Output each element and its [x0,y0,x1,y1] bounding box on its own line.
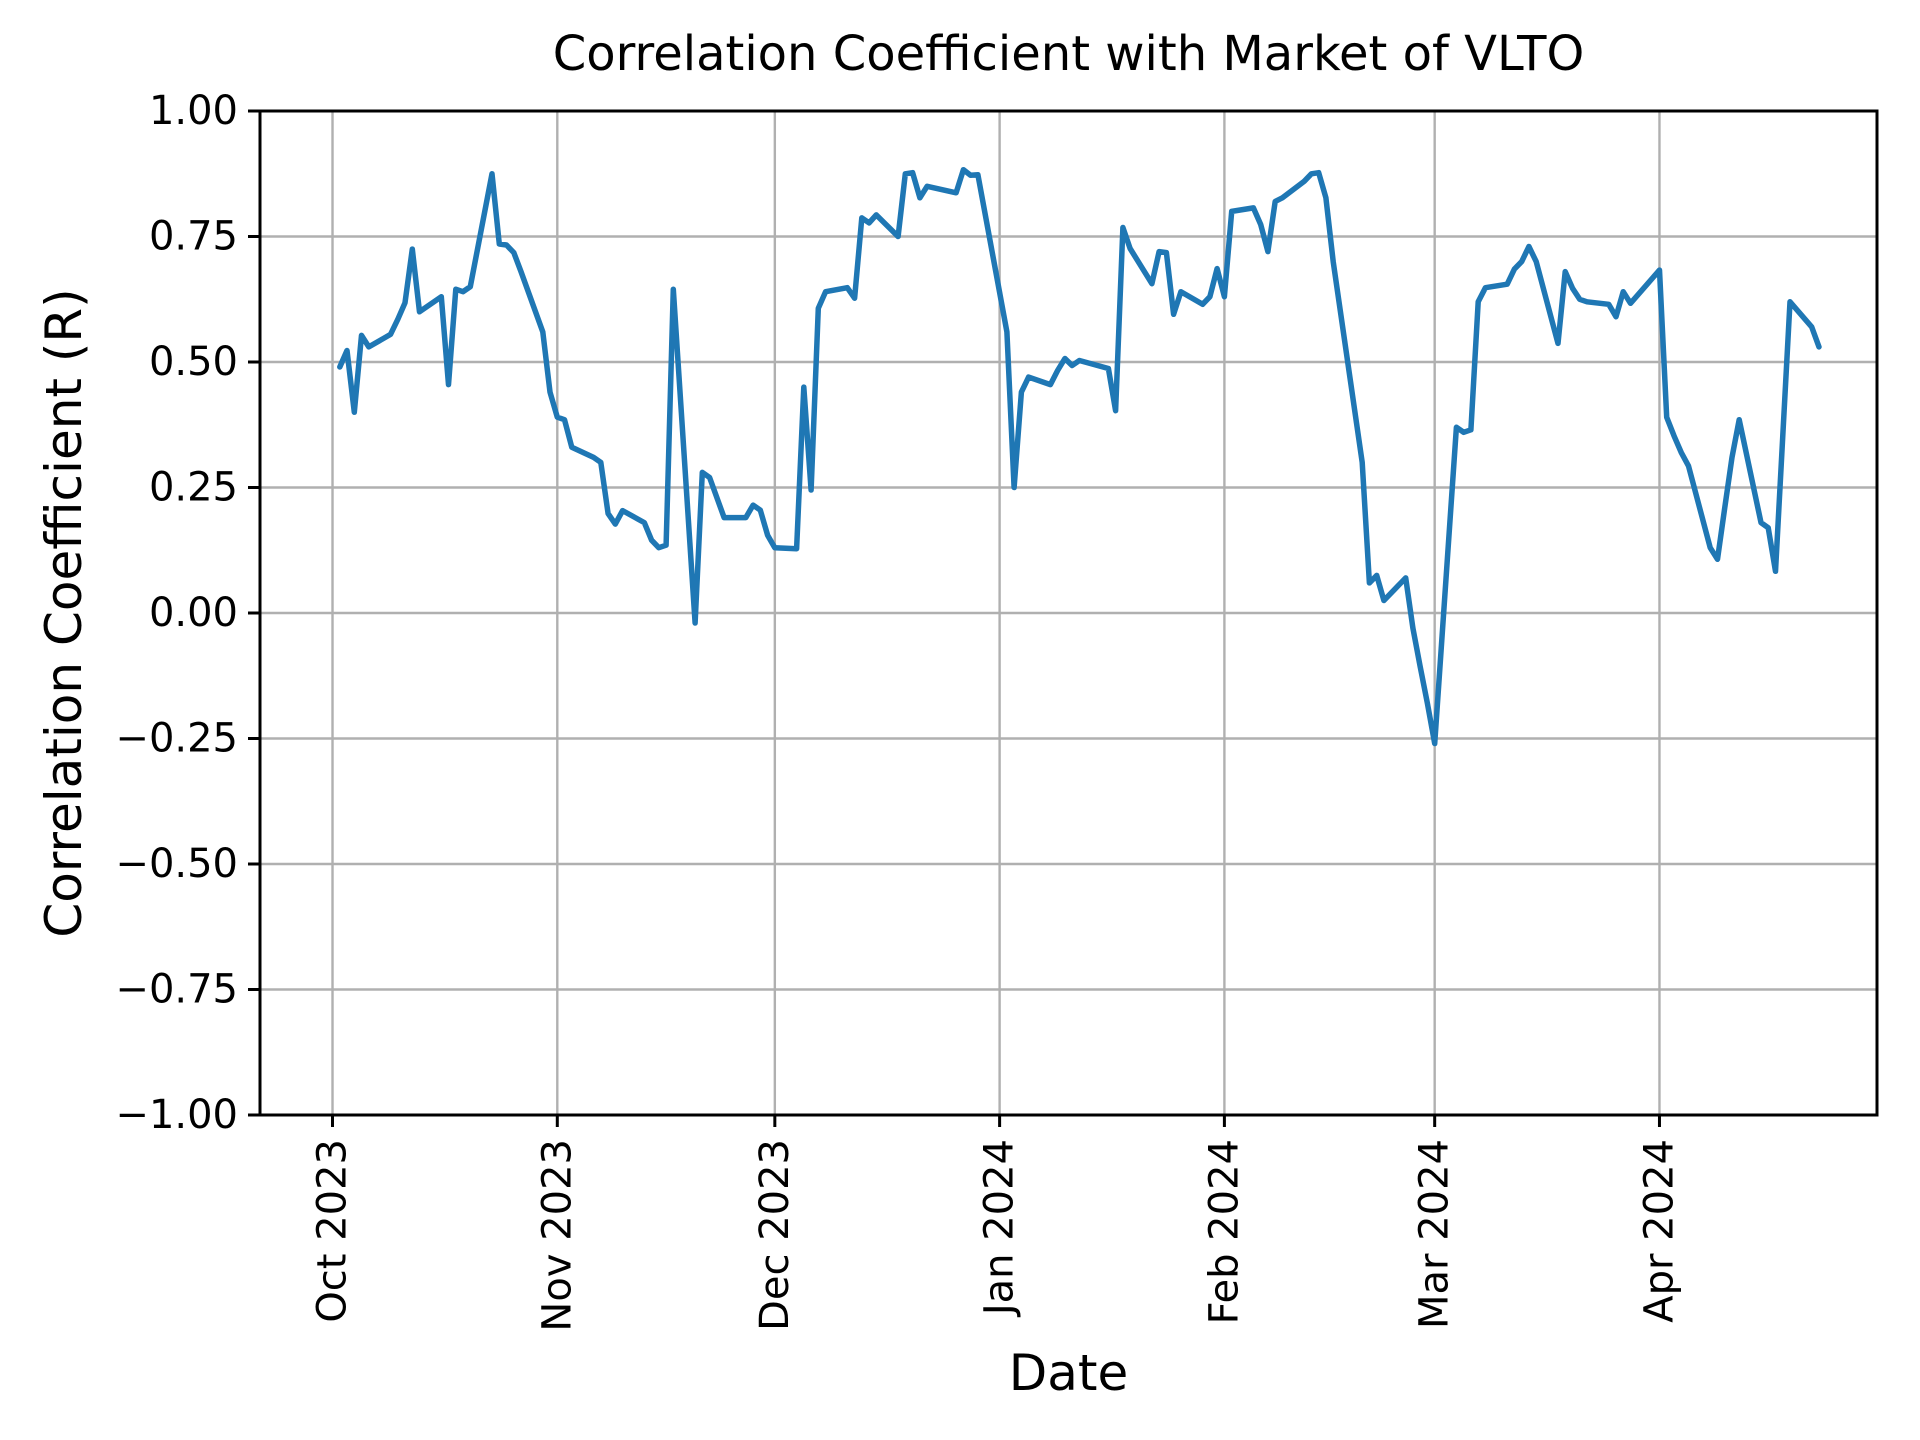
y-tick-label: 0.00 [149,590,238,636]
y-tick-label: −0.25 [115,716,238,762]
x-tick-label: Jan 2024 [977,1139,1023,1318]
y-tick-label: −0.75 [115,967,238,1013]
y-tick-label: 1.00 [149,88,238,134]
x-tick-label: Nov 2023 [534,1139,580,1332]
y-tick-label: −0.50 [115,841,238,887]
x-tick-label: Feb 2024 [1201,1139,1247,1324]
y-tick-label: −1.00 [115,1092,238,1138]
x-axis-label: Date [1008,1344,1129,1402]
x-tick-label: Apr 2024 [1636,1139,1682,1323]
x-tick-label: Oct 2023 [310,1139,356,1323]
series-line [337,166,1822,747]
y-tick-label: 0.25 [149,465,238,511]
chart-title: Correlation Coefficient with Market of V… [552,26,1585,82]
x-tick-label: Mar 2024 [1412,1139,1458,1329]
x-tick-label: Dec 2023 [752,1139,798,1331]
y-tick-label: 0.75 [149,214,238,260]
y-tick-label: 0.50 [149,339,238,385]
